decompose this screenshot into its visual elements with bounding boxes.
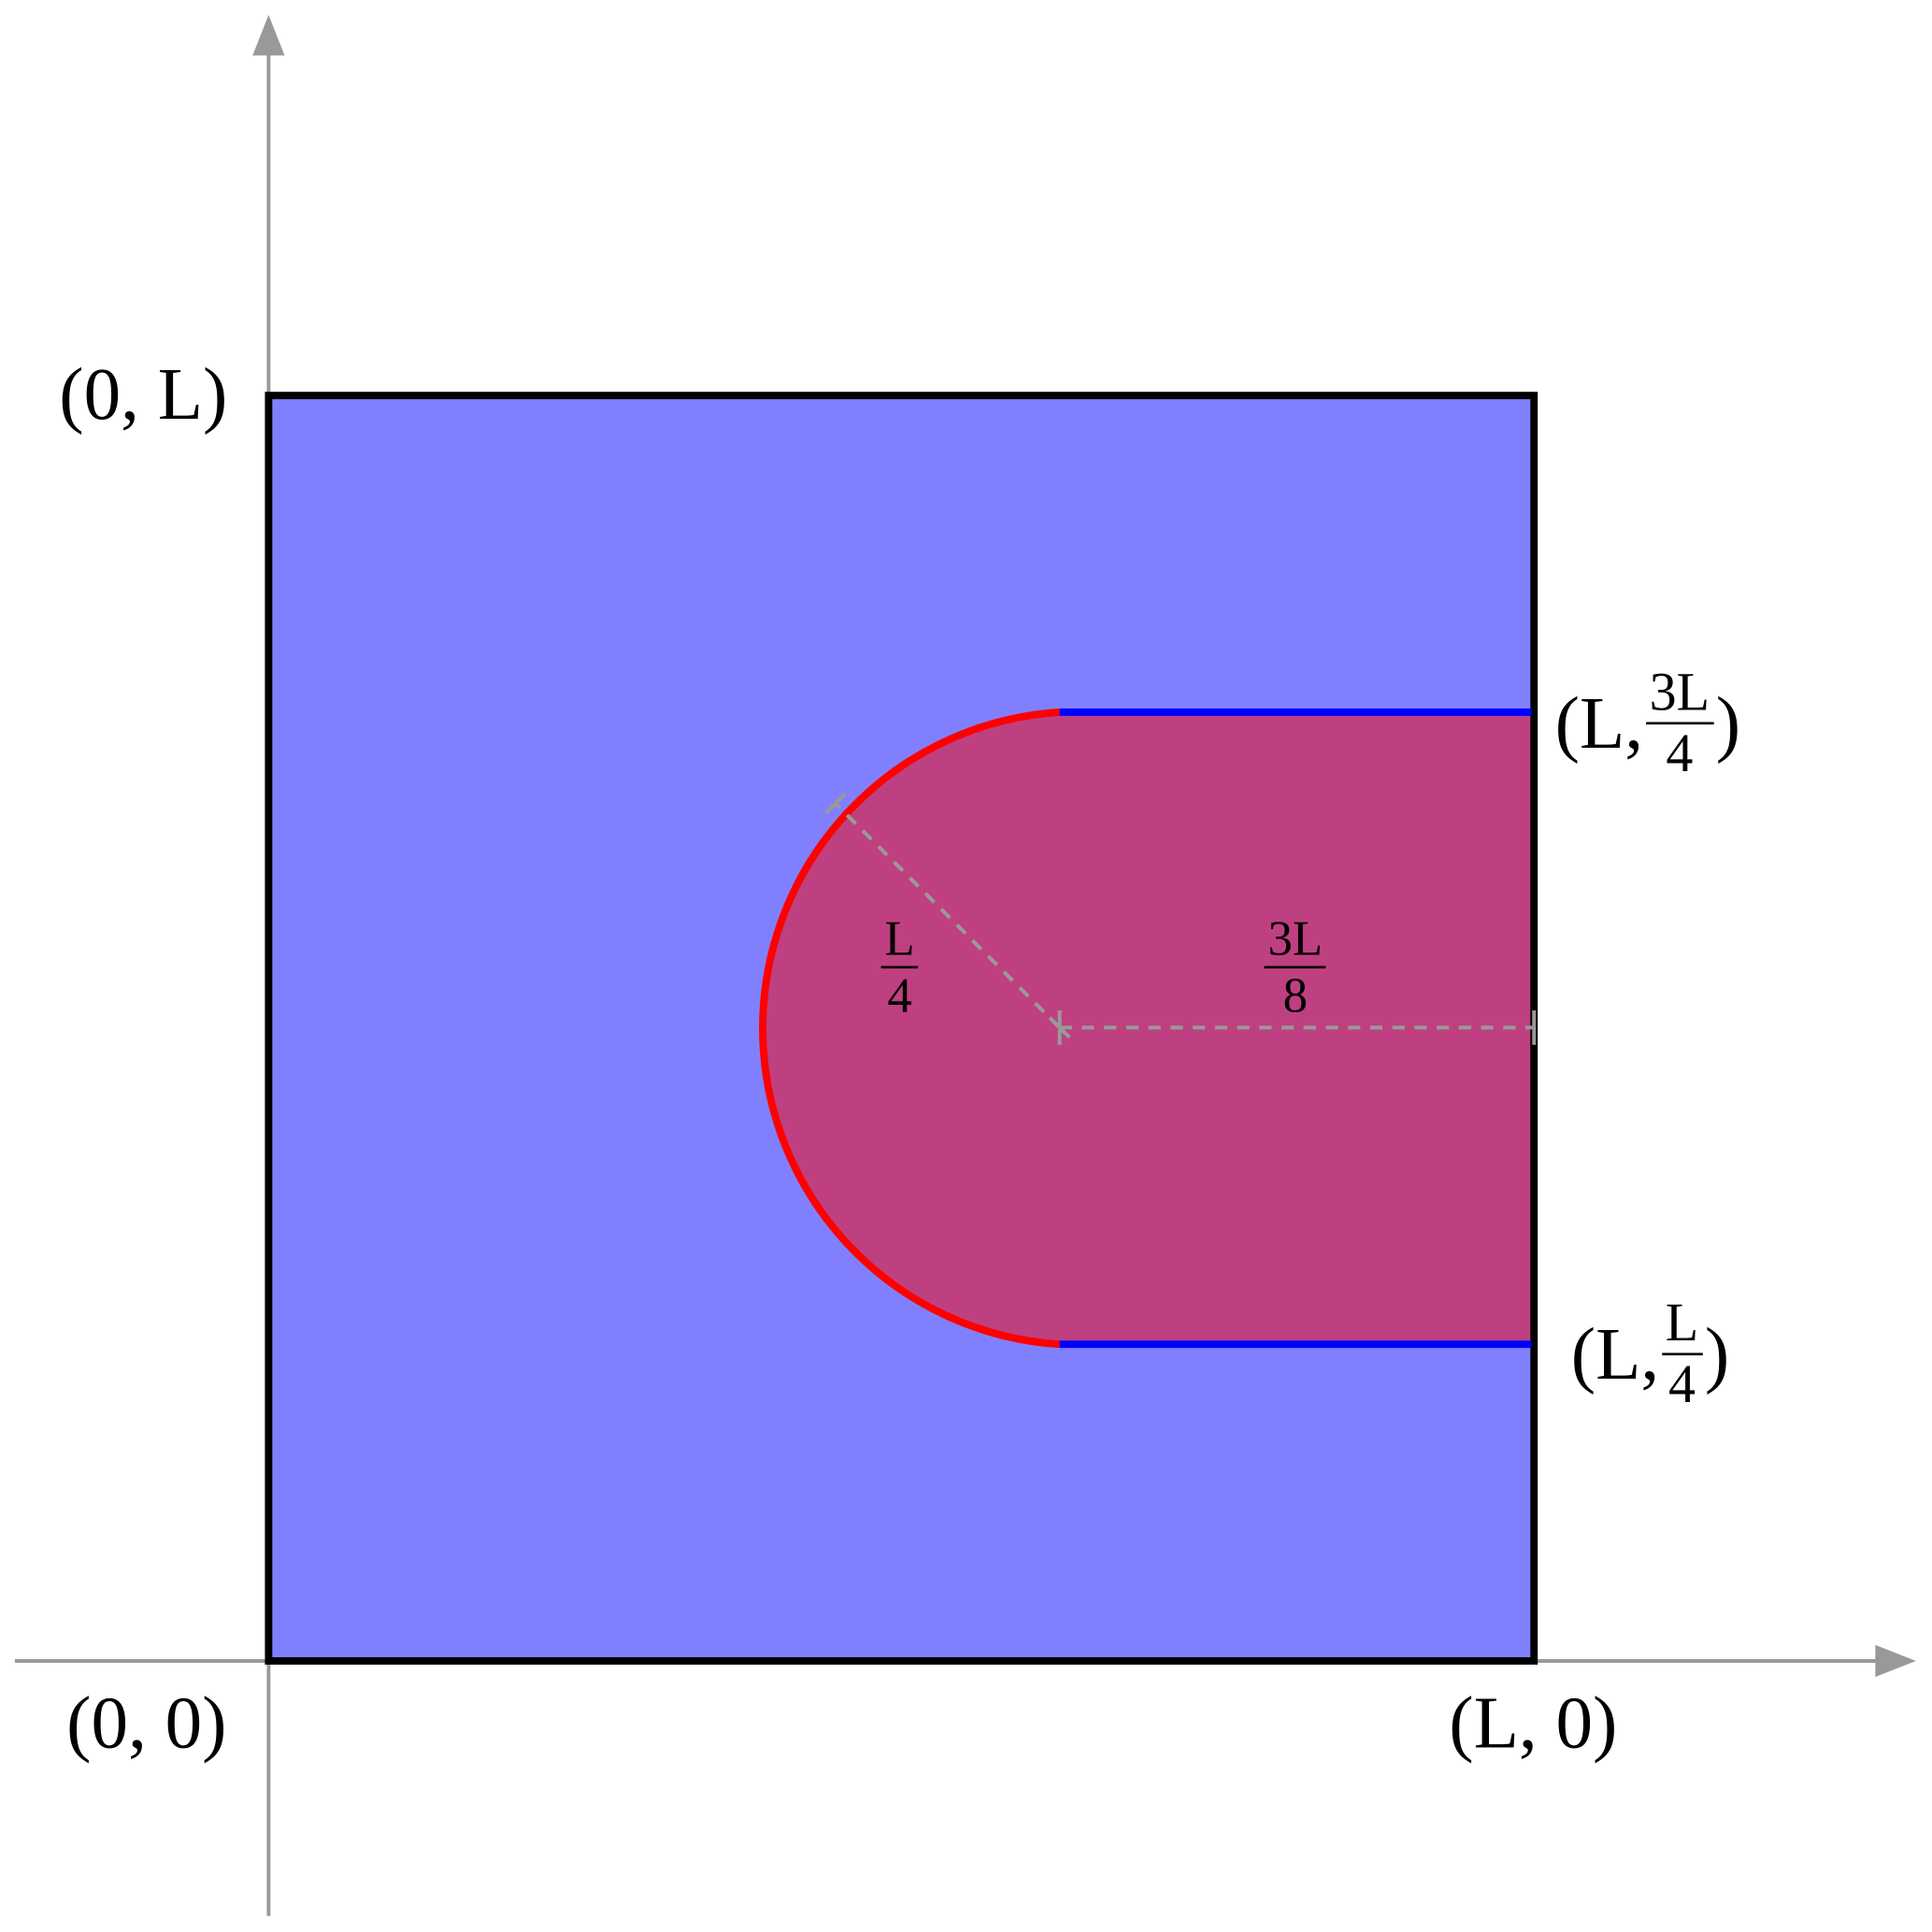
numerator: 3L <box>1264 913 1327 969</box>
prefix: (L, <box>1570 1313 1660 1395</box>
numerator: L <box>880 913 919 969</box>
suffix: ) <box>1715 682 1741 765</box>
denominator: 4 <box>1666 723 1694 784</box>
y-axis-arrow-icon <box>252 14 285 56</box>
label-bottom-right: (L, 0) <box>1449 1682 1618 1764</box>
radius-dimension <box>834 802 1062 1029</box>
numerator: 3L <box>1645 665 1714 725</box>
denominator: 4 <box>1668 1353 1696 1415</box>
fraction: 3L 8 <box>1264 913 1327 1023</box>
label-top-left: (0, L) <box>59 353 228 436</box>
numerator: L <box>1661 1295 1703 1356</box>
fraction: 3L 4 <box>1645 665 1714 784</box>
x-axis-arrow-icon <box>1875 1644 1916 1678</box>
denominator: 8 <box>1282 966 1308 1023</box>
suffix: ) <box>1704 1313 1730 1395</box>
label-distance: 3L 8 <box>1262 913 1329 1023</box>
radius-tick <box>823 792 847 815</box>
label-upper-right: (L, 3L 4 ) <box>1555 665 1740 781</box>
prefix: (L, <box>1554 682 1644 765</box>
denominator: 4 <box>887 966 912 1023</box>
label-origin: (0, 0) <box>66 1682 227 1764</box>
semicircle-boundary <box>759 708 1060 1349</box>
